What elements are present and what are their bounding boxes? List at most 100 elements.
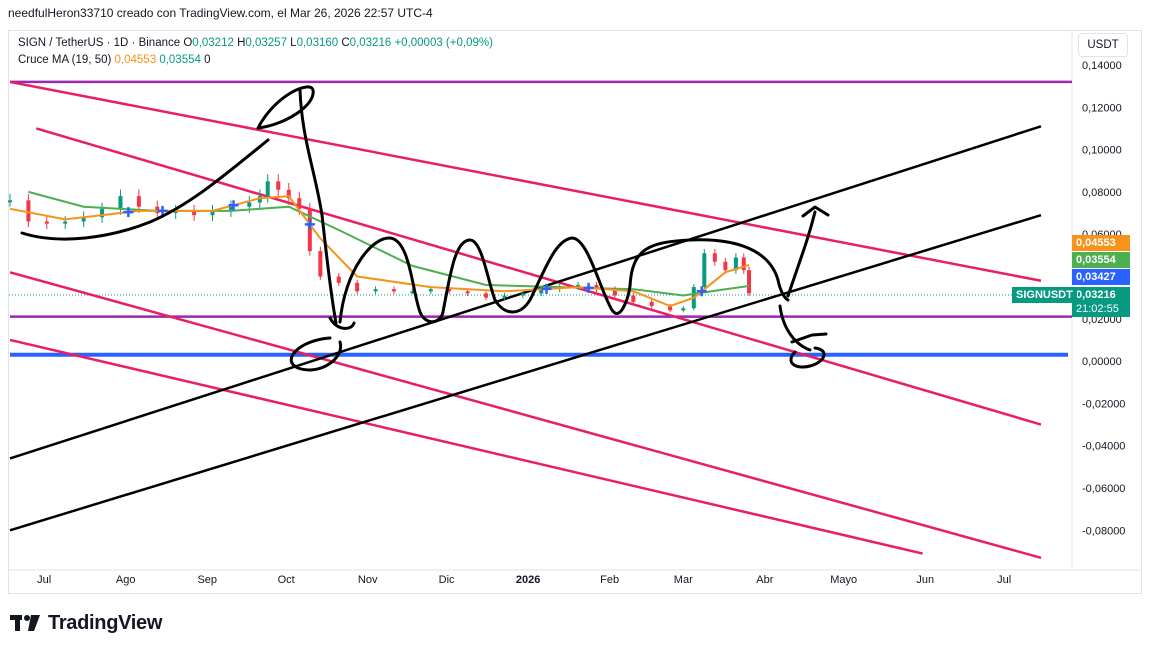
candle-body bbox=[228, 206, 233, 211]
low-value: 0,03160 bbox=[296, 37, 339, 49]
open-label: O bbox=[183, 37, 193, 49]
ma50-line bbox=[28, 190, 750, 297]
y-tick-label: 0,08000 bbox=[1082, 187, 1122, 199]
y-tick-label: 0,14000 bbox=[1082, 60, 1122, 72]
x-tick-label: Jun bbox=[916, 574, 934, 586]
open-value: 0,03212 bbox=[192, 37, 234, 49]
change-value: +0,00003 (+0,09%) bbox=[394, 37, 493, 49]
y-tick-label: -0,02000 bbox=[1082, 398, 1125, 410]
x-tick-label: Nov bbox=[358, 574, 378, 586]
candle-body bbox=[631, 295, 636, 302]
crossover-cross-marker bbox=[541, 283, 552, 294]
candle-body bbox=[257, 196, 262, 203]
tradingview-logo-icon bbox=[10, 614, 40, 631]
black-trend-line bbox=[9, 213, 1042, 532]
candle-body bbox=[428, 289, 433, 292]
crossover-cross-marker bbox=[696, 286, 707, 297]
y-tick-label: 0,12000 bbox=[1082, 102, 1122, 114]
ma-extra-value: 0 bbox=[204, 54, 211, 66]
high-value: 0,03257 bbox=[245, 37, 287, 49]
drawing-wave-3 bbox=[628, 238, 780, 288]
candle-body bbox=[465, 291, 470, 294]
bar-countdown: 21:02:55 bbox=[1072, 301, 1130, 317]
high-label: H bbox=[237, 37, 246, 49]
candle-body bbox=[502, 295, 507, 298]
candle-body bbox=[702, 253, 707, 288]
candle-body bbox=[100, 208, 105, 218]
ohlc-row: SIGN / TetherUS · 1D · Binance O0,03212 … bbox=[18, 35, 493, 52]
red-trend-line bbox=[9, 80, 1042, 282]
candle-body bbox=[612, 289, 617, 296]
candle-body bbox=[410, 291, 415, 294]
chart-frame[interactable] bbox=[8, 30, 1142, 594]
candle-body bbox=[649, 301, 654, 307]
candle-body bbox=[594, 284, 599, 290]
close-label: C bbox=[341, 37, 350, 49]
candle-body bbox=[723, 261, 728, 271]
candle-body bbox=[136, 196, 141, 207]
x-tick-label: Mayo bbox=[830, 574, 857, 586]
candle-body bbox=[307, 208, 312, 252]
x-tick-label: Jul bbox=[997, 574, 1011, 586]
last-price-tag: 0,03216 bbox=[1072, 287, 1130, 303]
candle-body bbox=[44, 221, 49, 224]
crossover-price-tag: 0,03427 bbox=[1072, 269, 1130, 285]
indicator-label: Cruce MA (19, 50) bbox=[18, 54, 112, 66]
x-tick-label: Sep bbox=[197, 574, 217, 586]
red-trend-line bbox=[9, 338, 923, 555]
candle-body bbox=[276, 181, 281, 190]
candle-body bbox=[173, 210, 178, 214]
x-tick-label: Mar bbox=[674, 574, 693, 586]
x-tick-label: 2026 bbox=[516, 574, 540, 586]
candle-body bbox=[355, 282, 360, 292]
y-tick-label: -0,04000 bbox=[1082, 441, 1125, 453]
x-tick-label: Feb bbox=[600, 574, 619, 586]
candle-body bbox=[118, 196, 123, 209]
candle-body bbox=[155, 206, 160, 214]
candle-body bbox=[297, 198, 302, 209]
drawing-oct-circle bbox=[289, 336, 343, 372]
red-trend-line bbox=[9, 271, 1042, 559]
pair-label: SIGN / TetherUS · 1D · Binance bbox=[18, 37, 181, 49]
candle-body bbox=[336, 276, 341, 283]
candle-body bbox=[447, 289, 452, 292]
x-tick-label: Ago bbox=[116, 574, 136, 586]
candle-body bbox=[741, 257, 746, 271]
drawing-up-arrow bbox=[786, 205, 830, 298]
drawing-wave-1 bbox=[338, 236, 497, 324]
x-tick-label: Abr bbox=[756, 574, 773, 586]
attribution-text: needfulHeron33710 creado con TradingView… bbox=[8, 6, 433, 20]
x-tick-label: Jul bbox=[37, 574, 51, 586]
currency-selector[interactable]: USDT bbox=[1078, 33, 1128, 57]
drawing-oct-hook bbox=[328, 316, 356, 330]
ma50-price-tag: 0,03554 bbox=[1072, 252, 1130, 268]
candle-body bbox=[681, 308, 686, 311]
candle-body bbox=[210, 210, 215, 216]
candle-body bbox=[318, 251, 323, 277]
freehand-drawings bbox=[20, 85, 830, 372]
candle-body bbox=[63, 221, 68, 224]
ma19-value: 0,04553 bbox=[114, 54, 157, 66]
crossover-cross-marker bbox=[304, 219, 315, 230]
y-tick-label: -0,08000 bbox=[1082, 525, 1125, 537]
low-label: L bbox=[290, 37, 297, 49]
indicator-row[interactable]: Cruce MA (19, 50) 0,04553 0,03554 0 bbox=[18, 52, 493, 69]
candle-body bbox=[247, 202, 252, 207]
brand-name: TradingView bbox=[48, 612, 163, 634]
y-tick-label: 0,10000 bbox=[1082, 145, 1122, 157]
candle-body bbox=[265, 181, 270, 197]
chart-legend: SIGN / TetherUS · 1D · Binance O0,03212 … bbox=[18, 35, 493, 69]
candle-body bbox=[712, 253, 717, 262]
candle-body bbox=[520, 293, 525, 296]
tradingview-brand[interactable]: TradingView bbox=[10, 612, 162, 635]
drawing-arc-base bbox=[20, 138, 270, 241]
y-tick-label: 0,00000 bbox=[1082, 356, 1122, 368]
y-tick-label: -0,06000 bbox=[1082, 483, 1125, 495]
drawing-down-circle bbox=[789, 346, 826, 369]
drawing-down-arrow bbox=[778, 304, 828, 352]
black-trend-line bbox=[9, 125, 1042, 460]
crossover-cross-marker bbox=[228, 200, 239, 211]
candle-body bbox=[668, 306, 673, 311]
candle-body bbox=[576, 284, 581, 288]
